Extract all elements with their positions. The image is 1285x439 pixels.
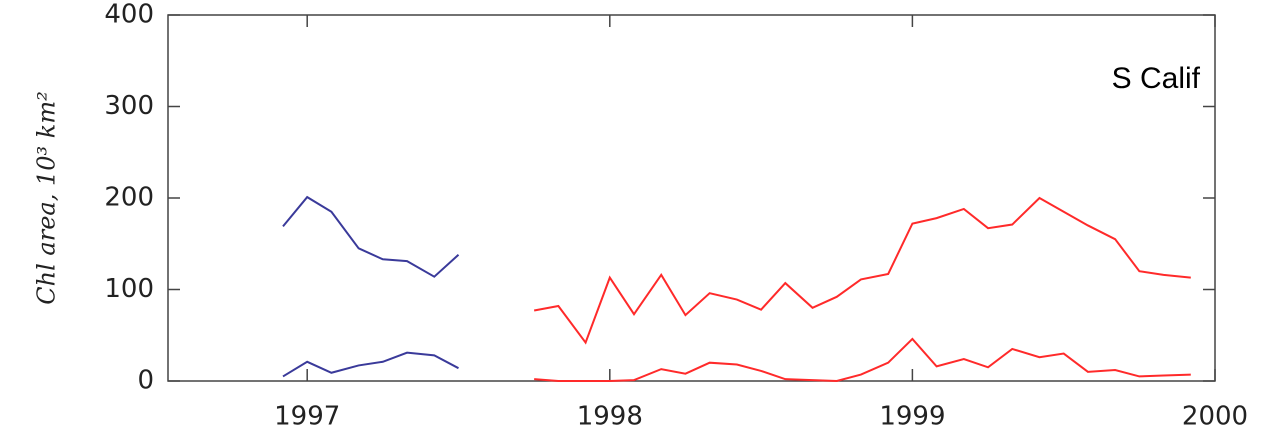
y-tick-label: 400 (104, 0, 154, 30)
y-tick-label: 200 (104, 183, 154, 213)
x-tick-label: 1998 (577, 402, 643, 432)
series-line (282, 195, 460, 278)
x-tick-label: 2000 (1182, 402, 1248, 432)
x-tick-label: 1997 (274, 402, 340, 432)
y-tick-label: 300 (104, 91, 154, 121)
annotation: S Calif (1112, 62, 1201, 95)
x-tick-label: 1999 (879, 402, 945, 432)
series-line (533, 196, 1191, 345)
y-tick-label: 100 (104, 274, 154, 304)
series-line (282, 351, 459, 378)
plot-frame (167, 14, 1216, 382)
y-axis-title: Chl area, 10³ km² (33, 91, 61, 304)
y-tick-label: 0 (137, 366, 154, 396)
series-line (534, 337, 1191, 383)
